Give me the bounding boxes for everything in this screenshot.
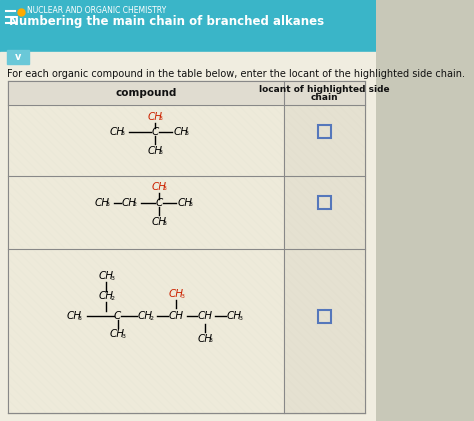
Bar [284,176,365,249]
Text: 3: 3 [78,315,82,320]
Text: CH: CH [94,197,109,208]
Text: 3: 3 [189,202,193,207]
Text: C: C [155,197,163,208]
Text: CH: CH [169,311,184,321]
Text: CH: CH [169,289,184,299]
Text: 3: 3 [185,131,189,136]
Text: For each organic compound in the table below, enter the locant of the highlighte: For each organic compound in the table b… [7,69,465,79]
Bar [7,50,29,64]
Bar [8,81,365,105]
Bar [8,176,284,249]
Text: compound: compound [115,88,177,98]
Text: CH: CH [138,311,153,321]
Text: 3: 3 [121,333,126,338]
Bar [0,0,376,52]
Text: chain: chain [311,93,338,101]
Text: 3: 3 [180,293,184,298]
Text: CH: CH [197,311,212,321]
Bar [319,196,331,209]
Text: Numbering the main chain of branched alkanes: Numbering the main chain of branched alk… [9,14,324,27]
Text: 3: 3 [159,150,163,155]
Text: CH: CH [151,216,166,226]
Text: 3: 3 [163,186,167,191]
Bar [0,52,376,421]
Text: 3: 3 [106,202,109,207]
Bar [284,105,365,176]
Bar [8,105,284,176]
Text: CH: CH [147,112,162,122]
Text: 3: 3 [110,275,114,280]
Bar [319,125,331,138]
Text: 2: 2 [149,315,153,320]
Text: CH: CH [227,311,242,321]
Text: C: C [114,311,121,321]
Text: CH: CH [151,181,166,192]
Text: v: v [15,52,21,62]
Text: CH: CH [173,126,189,136]
Text: CH: CH [66,311,82,321]
Text: 2: 2 [110,296,114,301]
Text: CH: CH [177,197,192,208]
Text: CH: CH [110,329,125,339]
Text: CH: CH [99,271,114,281]
Text: CH: CH [147,146,162,155]
Text: CH: CH [197,334,212,344]
Text: CH: CH [99,291,114,301]
Bar [8,81,365,413]
Text: 3: 3 [209,338,213,344]
Text: 3: 3 [238,315,242,320]
Text: C: C [151,126,158,136]
Text: NUCLEAR AND ORGANIC CHEMISTRY: NUCLEAR AND ORGANIC CHEMISTRY [27,5,166,14]
Text: 3: 3 [159,116,163,121]
Text: 3: 3 [121,131,125,136]
Text: 3: 3 [163,221,167,226]
Bar [319,309,331,322]
Text: CH: CH [109,126,124,136]
Bar [8,81,365,413]
Text: locant of highlighted side: locant of highlighted side [259,85,390,94]
Bar [8,249,284,413]
Text: 2: 2 [133,202,137,207]
Bar [284,249,365,413]
Text: CH: CH [121,197,136,208]
